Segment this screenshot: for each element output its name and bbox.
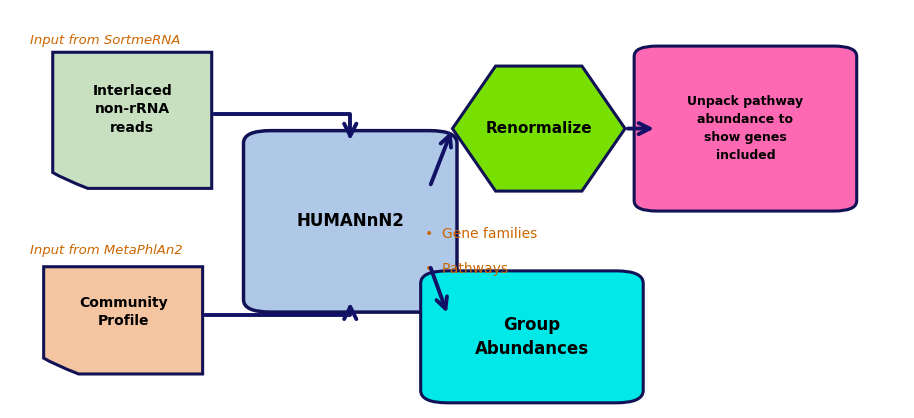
FancyBboxPatch shape [420, 271, 643, 403]
Text: •  Gene families: • Gene families [425, 227, 537, 241]
Text: HUMANnN2: HUMANnN2 [296, 212, 404, 230]
PathPatch shape [44, 267, 203, 374]
FancyBboxPatch shape [243, 131, 457, 312]
PathPatch shape [53, 52, 212, 189]
Text: Renormalize: Renormalize [485, 121, 592, 136]
Text: Community
Profile: Community Profile [79, 296, 167, 328]
Text: Unpack pathway
abundance to
show genes
included: Unpack pathway abundance to show genes i… [687, 95, 803, 162]
Text: Input from SortmeRNA: Input from SortmeRNA [30, 34, 180, 47]
Polygon shape [452, 66, 625, 191]
Text: Interlaced
non-rRNA
reads: Interlaced non-rRNA reads [92, 84, 172, 135]
Text: Group
Abundances: Group Abundances [475, 316, 589, 358]
Text: •  Pathways: • Pathways [425, 262, 508, 276]
FancyBboxPatch shape [634, 46, 856, 211]
Text: Input from MetaPhlAn2: Input from MetaPhlAn2 [30, 244, 183, 257]
